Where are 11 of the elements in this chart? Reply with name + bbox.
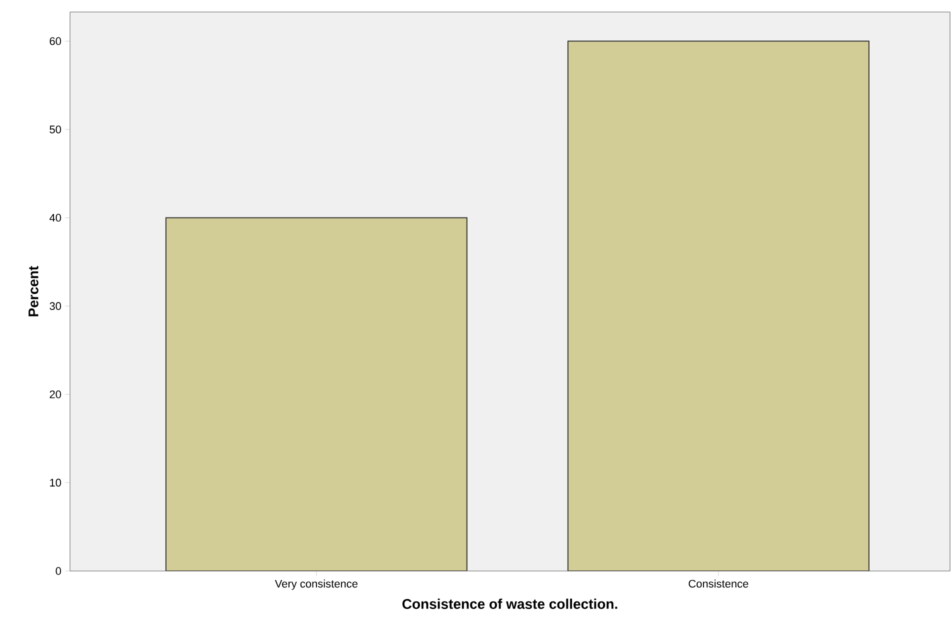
y-tick-label: 60 <box>50 37 62 46</box>
x-axis-title: Consistence of waste collection. <box>402 598 618 609</box>
y-tick-label: 50 <box>50 126 62 134</box>
y-tick-label: 10 <box>50 478 62 487</box>
x-tick-label: Consistence <box>688 580 748 588</box>
x-tick-label: Very consistence <box>274 580 358 590</box>
y-tick-label: 30 <box>50 302 62 310</box>
y-tick-label: 0 <box>56 567 62 575</box>
y-tick-label: 20 <box>50 390 62 398</box>
y-tick-label: 40 <box>49 214 62 222</box>
y-axis-title: Percent <box>28 266 38 316</box>
